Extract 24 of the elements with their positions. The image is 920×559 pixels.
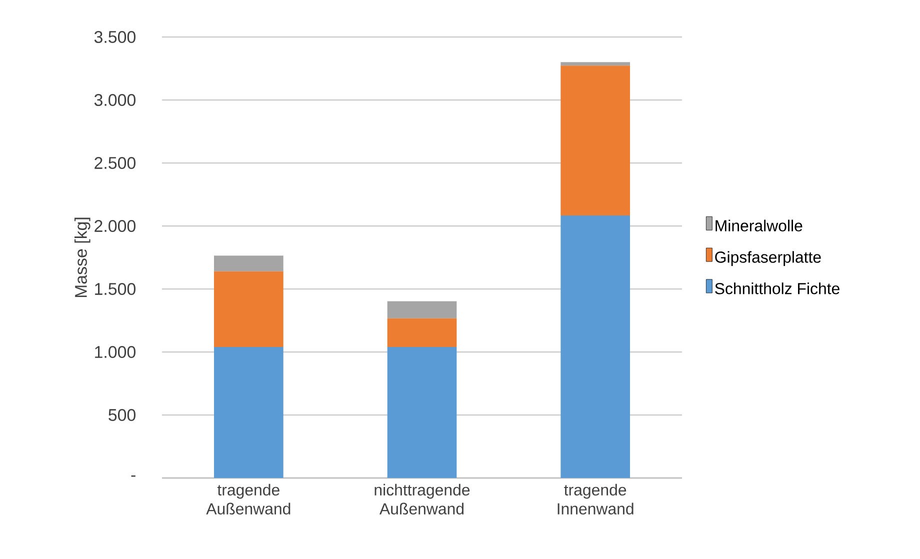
y-tick-label: - (131, 475, 136, 477)
y-tick-label: 1.000 (95, 346, 136, 358)
x-tick-label: nichttragende Außenwand (374, 484, 470, 514)
y-tick-label: 1.500 (95, 283, 136, 295)
bar (214, 346, 284, 478)
bar (387, 301, 457, 318)
y-tick-label: 3.500 (94, 30, 136, 43)
y-tick-label: 2.500 (94, 157, 136, 169)
bar (214, 256, 284, 272)
bar (214, 271, 284, 347)
legend-label: Mineralwolle (716, 220, 802, 232)
y-tick-label: 500 (108, 409, 136, 421)
y-tick-label: 2.000 (94, 220, 136, 232)
y-axis-title: Masse [kg] (74, 218, 90, 298)
x-tick-label: tragende Außenwand (206, 484, 290, 514)
y-tick-label: 3.000 (94, 94, 136, 106)
legend-label: Schnittholz Fichte (715, 282, 840, 294)
x-tick-label: tragende Innenwand (558, 484, 634, 514)
legend-label: Gipsfaserplatte (715, 251, 821, 266)
bar (560, 66, 630, 216)
bar (387, 346, 457, 478)
bar (560, 62, 630, 66)
bar (387, 318, 457, 347)
bar (560, 216, 630, 478)
